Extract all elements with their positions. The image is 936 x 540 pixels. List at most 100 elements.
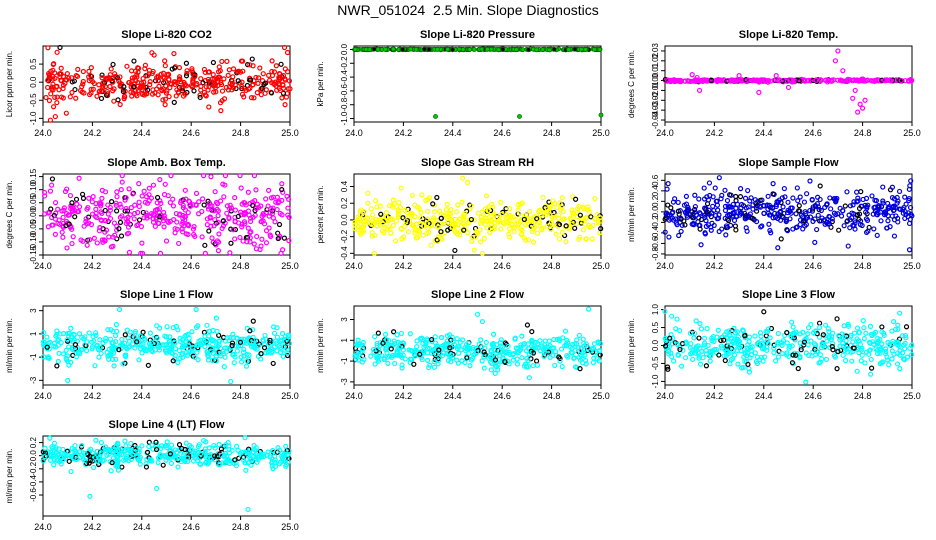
data-point (854, 325, 861, 331)
data-point (665, 77, 671, 84)
data-point (416, 205, 422, 212)
data-point (174, 219, 180, 225)
y-tick-label: -0.5 (29, 93, 38, 107)
data-point (355, 357, 362, 363)
data-point (456, 350, 462, 356)
data-point (241, 94, 247, 100)
data-point (428, 350, 435, 356)
data-point (266, 187, 272, 193)
data-point (99, 75, 105, 81)
data-point (46, 355, 52, 361)
data-point (833, 198, 839, 204)
data-point (740, 328, 746, 334)
data-point (245, 506, 251, 513)
data-point (412, 353, 418, 359)
data-point (728, 192, 734, 198)
data-point (208, 174, 214, 180)
data-point (150, 219, 157, 225)
data-point (525, 341, 531, 347)
page-title: NWR_051024 2.5 Min. Slope Diagnostics (337, 2, 599, 18)
data-point (230, 66, 237, 72)
data-point (265, 203, 271, 209)
data-point (863, 330, 869, 336)
data-point (72, 341, 79, 348)
data-point (243, 363, 250, 369)
data-point (721, 353, 727, 359)
data-point (177, 76, 183, 82)
data-point (747, 345, 754, 351)
data-point (285, 350, 291, 356)
x-tick-label: 24.2 (395, 261, 413, 271)
data-point (793, 352, 799, 358)
x-tick-label: 24.0 (345, 391, 363, 401)
data-point (399, 365, 405, 371)
data-point (499, 211, 505, 217)
data-point (840, 352, 846, 358)
data-point (358, 207, 364, 213)
data-point (902, 332, 909, 339)
data-point (417, 335, 424, 342)
data-point (796, 208, 802, 214)
data-point (128, 84, 134, 90)
data-point (834, 316, 840, 322)
data-point (564, 337, 570, 343)
data-point (817, 352, 824, 358)
data-point (256, 453, 263, 459)
data-point (849, 358, 855, 364)
data-point (360, 219, 367, 225)
data-point (716, 352, 722, 358)
data-point (130, 341, 136, 347)
data-point (284, 352, 291, 359)
data-point (269, 346, 275, 352)
data-point (154, 200, 160, 206)
data-point (474, 229, 480, 236)
data-point (376, 347, 382, 353)
data-point (767, 227, 773, 234)
data-point (502, 358, 508, 365)
data-point (170, 358, 176, 364)
data-point (239, 86, 245, 92)
data-point (256, 204, 262, 210)
data-point (828, 206, 834, 212)
data-point (172, 455, 179, 461)
data-point (238, 354, 244, 360)
data-point (796, 203, 802, 209)
data-point (785, 84, 792, 91)
data-point (773, 358, 779, 364)
data-point (83, 219, 89, 225)
data-point (569, 221, 575, 227)
data-point (857, 218, 864, 224)
data-point (104, 88, 111, 95)
data-point (157, 177, 163, 183)
y-tick-label: -0.2 (651, 215, 660, 229)
data-point (400, 215, 406, 221)
data-point (524, 322, 531, 328)
data-point (84, 347, 90, 354)
data-point (264, 452, 270, 458)
data-point (176, 442, 183, 448)
data-point (571, 355, 577, 362)
data-point (184, 68, 190, 74)
data-point (207, 200, 213, 206)
data-point (907, 204, 914, 211)
data-point (457, 339, 463, 345)
data-point (530, 239, 537, 245)
data-point (368, 206, 374, 212)
data-point (585, 204, 591, 210)
x-tick-label: 24.0 (656, 261, 674, 271)
data-point (361, 356, 367, 362)
data-point (680, 347, 686, 353)
data-point (72, 86, 78, 93)
data-point (119, 451, 125, 457)
x-tick-label: 24.4 (755, 261, 773, 271)
data-point (232, 226, 239, 233)
data-point (544, 209, 550, 215)
data-point (541, 353, 547, 360)
data-point (284, 49, 291, 56)
data-point (114, 208, 120, 214)
data-point (586, 209, 593, 215)
data-point (54, 99, 60, 106)
data-point (238, 58, 245, 64)
data-point (131, 58, 137, 64)
